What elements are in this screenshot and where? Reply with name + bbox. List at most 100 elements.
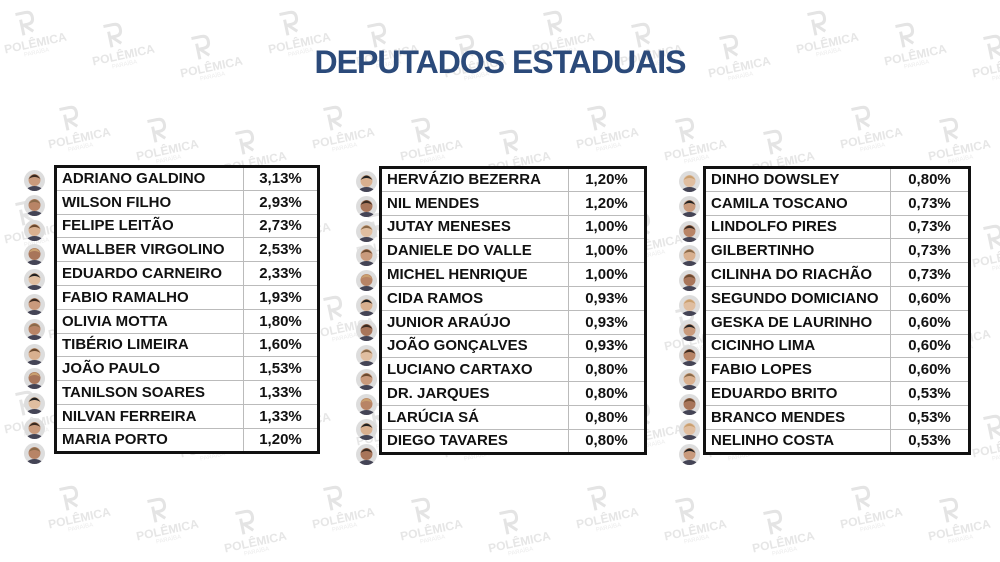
candidate-name: LARÚCIA SÁ (380, 404, 569, 430)
vote-share: 1,93% (243, 284, 319, 310)
vote-share: 0,73% (890, 262, 970, 287)
face (24, 318, 45, 340)
candidate-photo (356, 220, 377, 242)
watermark-sub: PARAÍBA (991, 450, 1000, 462)
candidate-photo (679, 195, 700, 217)
vote-share: 0,73% (890, 190, 970, 216)
candidate-photo (356, 443, 377, 465)
candidate-name: EDUARDO CARNEIRO (55, 261, 244, 286)
face (24, 343, 45, 365)
vote-share: 1,20% (568, 167, 646, 192)
candidate-name: TANILSON SOARES (55, 380, 244, 405)
candidate-name: MICHEL HENRIQUE (380, 262, 569, 287)
candidate-name: GESKA DE LAURINHO (704, 309, 891, 335)
watermark-logo (323, 295, 343, 321)
candidate-photo (679, 344, 700, 366)
candidate-name: LUCIANO CARTAXO (380, 357, 569, 383)
vote-share: 2,33% (243, 261, 319, 286)
candidate-name: CAMILA TOSCANO (704, 190, 891, 216)
candidate-photo (356, 319, 377, 341)
candidate-name: FELIPE LEITÃO (55, 213, 244, 239)
ranking-table: HERVÁZIO BEZERRA 1,20% NIL MENDES 1,20% JUTA… (379, 166, 647, 455)
watermark-logo (675, 117, 695, 143)
face (679, 295, 700, 316)
watermark-sub: PARAÍBA (991, 70, 1000, 82)
watermark-logo (147, 117, 167, 143)
candidate-name: TIBÉRIO LIMEIRA (55, 332, 244, 358)
face (356, 443, 377, 465)
face (679, 220, 700, 242)
vote-share: 1,20% (568, 190, 646, 216)
candidate-name: WALLBER VIRGOLINO (55, 237, 244, 263)
vote-share: 0,53% (890, 404, 970, 430)
table-row: LINDOLFO PIRES 0,73% (704, 214, 970, 240)
watermark-logo (499, 509, 519, 535)
ranking-table: ADRIANO GALDINO 3,13% WILSON FILHO 2,93% FEL… (54, 165, 320, 454)
watermark-logo (895, 22, 915, 48)
candidate-photo (24, 269, 45, 291)
candidate-photo (356, 419, 377, 440)
table-row: NELINHO COSTA 0,53% (704, 428, 970, 454)
table-row: WALLBER VIRGOLINO 2,53% (55, 237, 319, 263)
candidate-name: DIEGO TAVARES (380, 428, 569, 454)
candidate-photo (24, 294, 45, 315)
candidate-photo (356, 295, 377, 316)
table-row: NIL MENDES 1,20% (380, 190, 646, 216)
table-row: JUTAY MENESES 1,00% (380, 214, 646, 240)
candidate-photo (24, 219, 45, 241)
candidate-name: DANIELE DO VALLE (380, 238, 569, 264)
candidate-photo (24, 170, 45, 191)
candidate-photo (356, 344, 377, 366)
table-row: SEGUNDO DOMICIANO 0,60% (704, 285, 970, 311)
candidate-name: SEGUNDO DOMICIANO (704, 285, 891, 311)
table-row: MARIA PORTO 1,20% (55, 427, 319, 453)
table-row: GILBERTINHO 0,73% (704, 238, 970, 264)
table-row: JOÃO GONÇALVES 0,93% (380, 333, 646, 359)
table-row: TANILSON SOARES 1,33% (55, 380, 319, 405)
watermark-sub: PARAÍBA (991, 260, 1000, 272)
candidate-name: EDUARDO BRITO (704, 381, 891, 406)
face (679, 319, 700, 341)
candidate-photo (679, 171, 700, 192)
table-row: NILVAN FERREIRA 1,33% (55, 403, 319, 429)
vote-share: 1,33% (243, 403, 319, 429)
watermark-logo (763, 509, 783, 535)
table-row: CICINHO LIMA 0,60% (704, 333, 970, 359)
watermark-logo (631, 22, 651, 48)
vote-share: 0,73% (890, 238, 970, 264)
face (356, 319, 377, 341)
face (24, 442, 45, 464)
table-row: HERVÁZIO BEZERRA 1,20% (380, 167, 646, 192)
face (679, 270, 700, 292)
watermark-logo (939, 117, 959, 143)
watermark-logo (851, 485, 871, 511)
table-row: DIEGO TAVARES 0,80% (380, 428, 646, 454)
candidate-photo (679, 394, 700, 416)
vote-share: 0,80% (890, 167, 970, 192)
watermark-logo (235, 509, 255, 535)
face (24, 219, 45, 241)
watermark-logo (983, 34, 1000, 60)
face (24, 294, 45, 315)
vote-share: 1,00% (568, 262, 646, 287)
watermark-logo (279, 10, 299, 36)
face (356, 245, 377, 267)
candidate-name: HERVÁZIO BEZERRA (380, 167, 569, 192)
watermark-logo (983, 414, 1000, 440)
vote-share: 1,80% (243, 308, 319, 334)
candidate-name: LINDOLFO PIRES (704, 214, 891, 240)
candidate-photo (679, 443, 700, 465)
vote-share: 0,60% (890, 357, 970, 383)
vote-share: 1,20% (243, 427, 319, 453)
vote-share: 2,53% (243, 237, 319, 263)
